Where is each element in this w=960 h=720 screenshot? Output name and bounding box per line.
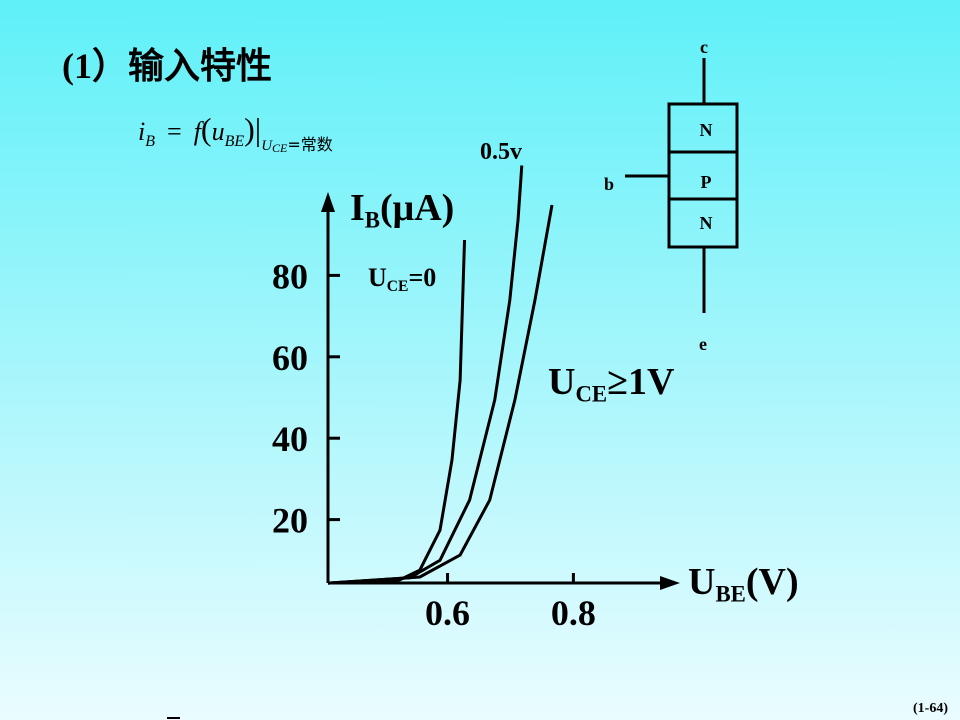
formula-part: CE	[272, 141, 288, 155]
formula-part: i	[138, 117, 145, 146]
formula-part: =	[167, 117, 182, 146]
label-sub: BE	[715, 582, 745, 607]
y-tick-label: 40	[272, 419, 308, 459]
y-tick-label: 60	[272, 338, 308, 378]
terminal-label: b	[604, 174, 614, 194]
label: UCE=0	[368, 263, 436, 295]
arrow	[660, 576, 680, 590]
label-base: 0.5v	[480, 139, 522, 165]
label: IB(μA)	[350, 187, 454, 233]
transistor	[625, 58, 739, 313]
arrow	[321, 192, 335, 212]
y-tick-label: 20	[272, 501, 308, 541]
label-base: U	[368, 263, 387, 292]
formula-part: U	[261, 138, 273, 154]
label-tail: ≥1V	[607, 361, 675, 403]
formula-part: f	[194, 117, 205, 146]
label-base: U	[688, 561, 715, 603]
formula: iB = f(uBE)|UCE=常数	[138, 111, 333, 155]
layer-label: P	[701, 172, 712, 192]
label-base: I	[350, 187, 365, 229]
title: (1）输入特性	[62, 46, 272, 86]
x-tick-label: 0.8	[551, 593, 596, 633]
layer-label: N	[700, 120, 713, 140]
formula-part: (	[201, 111, 212, 147]
formula-part: |	[255, 111, 261, 147]
label-tail: (μA)	[380, 187, 454, 229]
label-base: U	[548, 361, 575, 403]
label: UBE(V)	[688, 561, 799, 607]
terminal-label: e	[699, 334, 707, 354]
label-sub: CE	[387, 278, 409, 295]
label-sub: B	[365, 208, 380, 233]
label-sub: CE	[575, 382, 607, 407]
y-tick-label: 80	[272, 256, 308, 296]
formula-part: =常数	[287, 135, 332, 154]
terminal-label: c	[700, 37, 708, 57]
label-tail: (V)	[746, 561, 799, 603]
x-tick-label: 0.6	[425, 593, 470, 633]
label: 0.5v	[480, 139, 522, 165]
layer-label: N	[700, 213, 713, 233]
label: UCE≥1V	[548, 361, 675, 407]
formula-part: )	[244, 111, 255, 147]
page-number: (1-64)	[913, 701, 948, 716]
curve	[327, 204, 554, 585]
curve	[327, 165, 524, 585]
formula-part: BE	[225, 133, 245, 150]
formula-part: u	[212, 117, 225, 146]
label-tail: =0	[408, 263, 436, 292]
formula-part: B	[145, 133, 155, 150]
